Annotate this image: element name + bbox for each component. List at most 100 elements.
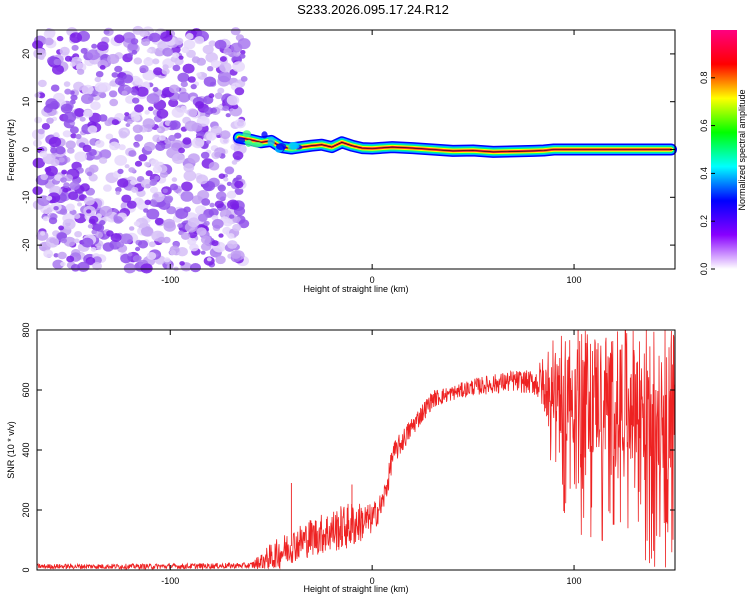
noise-speckle	[114, 113, 125, 122]
noise-speckle	[34, 116, 43, 124]
noise-speckle	[55, 146, 66, 155]
noise-speckle	[82, 144, 92, 153]
noise-speckle	[57, 251, 67, 260]
noise-speckle	[146, 252, 157, 260]
noise-speckle	[227, 240, 238, 249]
colorbar-gradient	[711, 30, 737, 269]
noise-speckle	[144, 199, 151, 205]
noise-speckle	[208, 161, 220, 171]
noise-speckle	[69, 32, 83, 43]
noise-speckle	[99, 149, 112, 160]
noise-speckle	[139, 65, 149, 73]
spectrogram-x-ticks: -100 0 100	[161, 30, 582, 285]
noise-speckle	[156, 108, 169, 119]
noise-speckle	[178, 55, 184, 60]
noise-speckle	[83, 109, 94, 118]
noise-speckle	[70, 94, 78, 101]
noise-speckle	[204, 107, 214, 115]
noise-speckle	[200, 151, 210, 159]
noise-speckle	[215, 191, 227, 201]
noise-speckle	[185, 33, 194, 40]
noise-speckle	[95, 71, 104, 78]
noise-speckle	[133, 57, 143, 65]
noise-speckle	[132, 97, 140, 104]
noise-speckle	[208, 40, 217, 47]
noise-speckle	[234, 87, 245, 96]
noise-speckle	[58, 157, 65, 163]
noise-speckle	[203, 220, 210, 226]
colorbar-tick-label: 0.8	[699, 72, 709, 85]
noise-speckle	[227, 199, 239, 210]
noise-speckle	[150, 186, 158, 194]
noise-speckle	[146, 48, 152, 53]
signal-blob	[267, 137, 275, 146]
noise-speckle	[121, 90, 128, 96]
noise-speckle	[65, 203, 75, 212]
noise-speckle	[143, 208, 149, 213]
noise-speckle	[187, 76, 196, 83]
noise-speckle	[149, 180, 157, 186]
noise-speckle	[206, 139, 211, 144]
snr-series-line	[36, 329, 676, 571]
noise-speckle	[84, 196, 95, 206]
noise-speckle	[58, 225, 64, 231]
noise-speckle	[191, 56, 201, 64]
noise-speckle	[127, 42, 138, 52]
noise-speckle	[52, 64, 64, 75]
noise-speckle	[80, 183, 90, 192]
noise-speckle	[202, 44, 214, 55]
noise-speckle	[134, 134, 144, 142]
noise-speckle	[201, 73, 208, 78]
x-tick-label: 100	[567, 275, 582, 285]
noise-speckle	[181, 232, 191, 240]
noise-speckle	[91, 43, 98, 49]
noise-speckle	[50, 147, 58, 154]
noise-speckle	[179, 261, 185, 266]
noise-speckle	[232, 223, 242, 232]
noise-speckle	[32, 40, 44, 50]
noise-speckle	[152, 191, 165, 203]
noise-speckle	[64, 55, 73, 62]
noise-speckle	[45, 98, 58, 109]
spectrogram-x-label: Height of straight line (km)	[303, 284, 408, 294]
noise-speckle	[56, 35, 64, 42]
noise-speckle	[190, 263, 201, 273]
noise-speckle	[88, 149, 97, 156]
noise-speckle	[163, 218, 176, 229]
noise-speckle	[200, 235, 212, 245]
noise-speckle	[169, 120, 181, 130]
noise-speckle	[168, 98, 179, 108]
noise-speckle	[124, 112, 130, 117]
snr-x-label: Height of straight line (km)	[303, 584, 408, 594]
noise-speckle	[109, 141, 120, 151]
noise-speckle	[239, 53, 246, 59]
signal-blob	[235, 137, 246, 144]
noise-speckle	[53, 206, 59, 211]
noise-speckle	[156, 127, 162, 132]
noise-speckle	[48, 217, 58, 225]
noise-speckle	[135, 246, 141, 252]
noise-speckle	[134, 160, 143, 167]
noise-speckle	[200, 242, 212, 251]
noise-speckle	[76, 68, 85, 75]
noise-speckle	[153, 67, 163, 76]
noise-speckle	[39, 150, 48, 158]
noise-speckle	[197, 196, 203, 201]
noise-speckle	[95, 140, 105, 148]
y-tick-label: 0	[21, 567, 31, 572]
noise-speckle	[107, 53, 120, 65]
noise-speckle	[229, 214, 235, 219]
noise-speckle	[238, 219, 250, 229]
noise-speckle	[86, 171, 93, 177]
noise-speckle	[169, 183, 179, 191]
noise-speckle	[48, 136, 62, 148]
noise-speckle	[130, 38, 139, 45]
noise-speckle	[38, 79, 47, 88]
noise-speckle	[196, 174, 209, 185]
noise-speckle	[218, 173, 226, 179]
x-tick-label: -100	[161, 275, 179, 285]
x-tick-label: 0	[370, 576, 375, 586]
noise-speckle	[129, 226, 135, 231]
noise-speckle	[174, 37, 184, 45]
